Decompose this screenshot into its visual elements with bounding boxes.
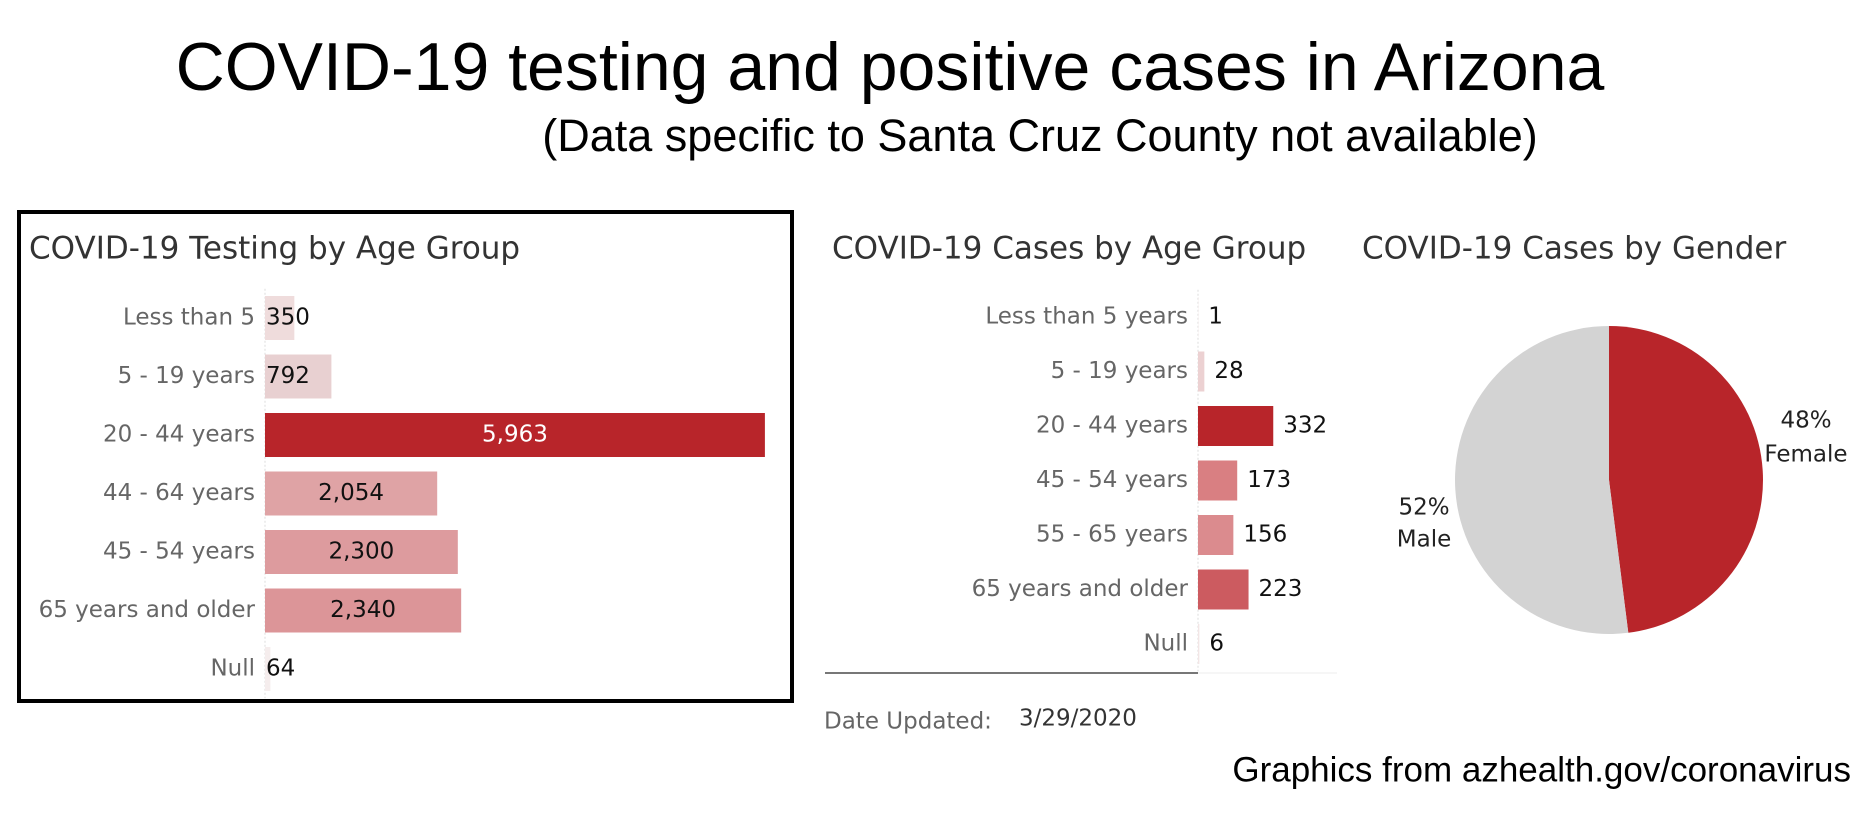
category-label: 45 - 54 years xyxy=(1036,467,1188,493)
category-label: 20 - 44 years xyxy=(103,422,255,448)
category-label: 5 - 19 years xyxy=(1051,358,1188,384)
source: Graphics from azhealth.gov/coronavirus xyxy=(1232,750,1851,789)
category-label: 44 - 64 years xyxy=(103,480,255,506)
bar xyxy=(1198,460,1238,501)
value-label: 2,054 xyxy=(318,480,384,506)
bar xyxy=(1198,569,1249,610)
bar xyxy=(1198,515,1234,555)
category-label: 65 years and older xyxy=(972,576,1189,602)
value-label: 28 xyxy=(1214,358,1243,384)
pie-slice xyxy=(1609,326,1764,633)
value-label: 1 xyxy=(1208,304,1223,330)
slice-category-label: Male xyxy=(1397,527,1451,553)
bar xyxy=(265,647,271,691)
slice-value-label: 52% xyxy=(1398,495,1449,521)
bar xyxy=(265,471,438,516)
category-label: 65 years and older xyxy=(39,597,256,623)
slice-value-label: 48% xyxy=(1780,408,1831,434)
chart-title: COVID-19 Cases by Age Group xyxy=(832,231,1306,267)
chart-title: COVID-19 Testing by Age Group xyxy=(29,231,520,267)
category-label: 45 - 54 years xyxy=(103,539,255,565)
value-label: 173 xyxy=(1247,467,1291,493)
value-label: 223 xyxy=(1259,576,1303,602)
bar xyxy=(1198,624,1200,664)
category-label: 20 - 44 years xyxy=(1036,413,1188,439)
category-label: Null xyxy=(1143,631,1188,657)
category-label: Less than 5 years xyxy=(985,304,1188,330)
date: 3/29/2020 xyxy=(1019,706,1137,732)
bar xyxy=(265,588,462,633)
slice-category-label: Female xyxy=(1764,442,1847,468)
bar xyxy=(265,296,295,340)
value-label: 350 xyxy=(266,305,310,331)
chart-title: COVID-19 Cases by Gender xyxy=(1362,231,1786,267)
value-label: 5,963 xyxy=(482,422,548,448)
value-label: 6 xyxy=(1209,631,1224,657)
page-subtitle: (Data specific to Santa Cruz County not … xyxy=(542,110,1538,161)
value-label: 332 xyxy=(1283,413,1327,439)
value-label: 2,300 xyxy=(328,539,394,565)
value-label: 156 xyxy=(1243,522,1287,548)
page-title: COVID-19 testing and positive cases in A… xyxy=(176,29,1605,105)
category-label: 55 - 65 years xyxy=(1036,522,1188,548)
value-label: 2,340 xyxy=(330,597,396,623)
panel-frame xyxy=(17,210,794,703)
bar xyxy=(265,530,458,574)
date-label: Date Updated: xyxy=(824,709,992,735)
bar xyxy=(265,413,765,457)
category-label: 5 - 19 years xyxy=(118,363,255,389)
category-label: Less than 5 xyxy=(123,305,255,331)
category-label: Null xyxy=(210,656,255,682)
bar xyxy=(265,354,332,399)
pie-slice xyxy=(1455,326,1629,634)
value-label: 792 xyxy=(266,363,310,389)
bar xyxy=(1198,351,1205,392)
value-label: 64 xyxy=(266,656,295,682)
bar xyxy=(1198,406,1274,446)
